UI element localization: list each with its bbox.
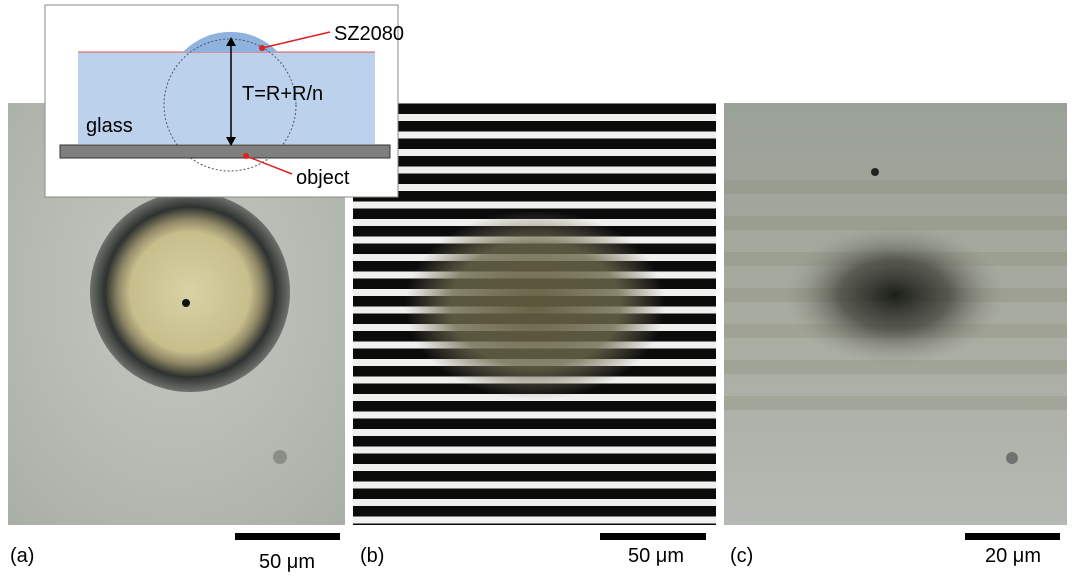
leader-dot <box>243 153 249 159</box>
spot <box>785 225 1005 365</box>
scale-bar <box>965 533 1060 540</box>
scale-label: 20 μm <box>985 545 1041 567</box>
figure: SZ2080 T=R+R/n glass object (a) (b) (c) … <box>0 0 1075 577</box>
panel-label: (b) <box>360 545 384 567</box>
speck <box>273 450 287 464</box>
panel-label: (a) <box>10 545 34 567</box>
panel-c <box>724 103 1067 525</box>
thickness-label: T=R+R/n <box>242 83 323 105</box>
material-label: SZ2080 <box>334 23 404 45</box>
object-plate <box>60 145 390 158</box>
spot <box>90 192 290 392</box>
scale-bar <box>600 533 706 540</box>
speck <box>1006 452 1018 464</box>
spot <box>405 210 665 400</box>
dot <box>871 168 879 176</box>
scale-label: 50 μm <box>259 551 315 573</box>
scale-bar <box>235 533 340 540</box>
inset: SZ2080 T=R+R/n glass object <box>45 5 404 197</box>
panel-b <box>353 103 716 525</box>
leader-dot <box>259 45 265 51</box>
substrate-label: glass <box>86 115 133 137</box>
dot <box>182 299 190 307</box>
target-label: object <box>296 167 350 189</box>
panel-label: (c) <box>730 545 753 567</box>
scale-label: 50 μm <box>628 545 684 567</box>
